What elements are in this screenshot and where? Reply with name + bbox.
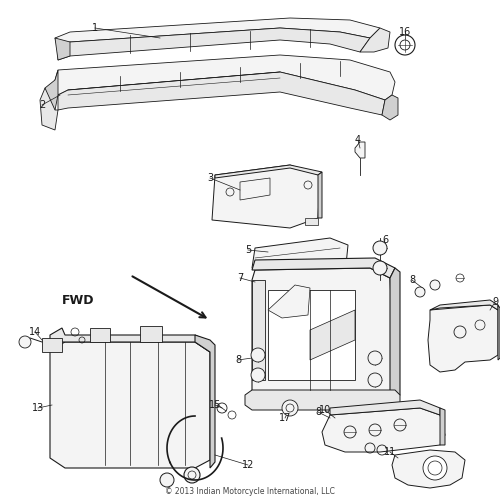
Circle shape: [251, 368, 265, 382]
Polygon shape: [252, 238, 348, 275]
Polygon shape: [245, 390, 400, 410]
Polygon shape: [382, 95, 398, 120]
Polygon shape: [50, 342, 210, 468]
Circle shape: [415, 287, 425, 297]
Text: 12: 12: [242, 460, 254, 470]
Text: 8: 8: [235, 355, 241, 365]
Circle shape: [160, 473, 174, 487]
Text: 5: 5: [245, 245, 251, 255]
Polygon shape: [305, 218, 318, 225]
Polygon shape: [55, 38, 70, 60]
Circle shape: [19, 336, 31, 348]
Text: 8: 8: [409, 275, 415, 285]
Polygon shape: [355, 142, 365, 158]
Text: 9: 9: [492, 297, 498, 307]
Text: 10: 10: [319, 405, 331, 415]
Text: 14: 14: [29, 327, 41, 337]
Polygon shape: [55, 55, 395, 100]
Text: 16: 16: [399, 27, 411, 37]
Polygon shape: [310, 310, 355, 360]
Text: 2: 2: [39, 100, 45, 110]
Polygon shape: [55, 18, 380, 48]
Polygon shape: [440, 408, 445, 445]
Text: FWD: FWD: [62, 294, 94, 306]
Polygon shape: [58, 28, 370, 60]
Circle shape: [368, 351, 382, 365]
Polygon shape: [392, 450, 465, 488]
Polygon shape: [90, 328, 110, 342]
Polygon shape: [40, 88, 58, 130]
Polygon shape: [42, 338, 62, 352]
Polygon shape: [322, 408, 445, 452]
Polygon shape: [140, 326, 162, 342]
Text: 11: 11: [384, 447, 396, 457]
Text: 7: 7: [237, 273, 243, 283]
Text: 4: 4: [355, 135, 361, 145]
Polygon shape: [252, 280, 265, 380]
Polygon shape: [212, 165, 320, 228]
Polygon shape: [252, 268, 395, 398]
Text: 17: 17: [279, 413, 291, 423]
Text: 8: 8: [315, 407, 321, 417]
Circle shape: [368, 373, 382, 387]
Circle shape: [251, 348, 265, 362]
Polygon shape: [360, 28, 390, 52]
Polygon shape: [195, 335, 215, 468]
Text: 13: 13: [32, 403, 44, 413]
Polygon shape: [215, 165, 322, 178]
Polygon shape: [252, 258, 395, 278]
Polygon shape: [268, 285, 310, 318]
Polygon shape: [330, 400, 440, 415]
Text: 3: 3: [207, 173, 213, 183]
Polygon shape: [58, 72, 385, 115]
Polygon shape: [318, 172, 322, 218]
Circle shape: [430, 280, 440, 290]
Circle shape: [373, 241, 387, 255]
Polygon shape: [428, 305, 498, 372]
Polygon shape: [50, 328, 210, 352]
Polygon shape: [45, 70, 58, 110]
Text: © 2013 Indian Motorcycle International, LLC: © 2013 Indian Motorcycle International, …: [165, 488, 335, 496]
Circle shape: [184, 467, 200, 483]
Circle shape: [282, 400, 298, 416]
Circle shape: [423, 456, 447, 480]
Polygon shape: [498, 305, 500, 360]
Polygon shape: [268, 290, 355, 380]
Circle shape: [373, 261, 387, 275]
Text: 15: 15: [209, 400, 221, 410]
Text: 1: 1: [92, 23, 98, 33]
Polygon shape: [430, 300, 498, 310]
Text: 6: 6: [382, 235, 388, 245]
Polygon shape: [390, 268, 400, 398]
